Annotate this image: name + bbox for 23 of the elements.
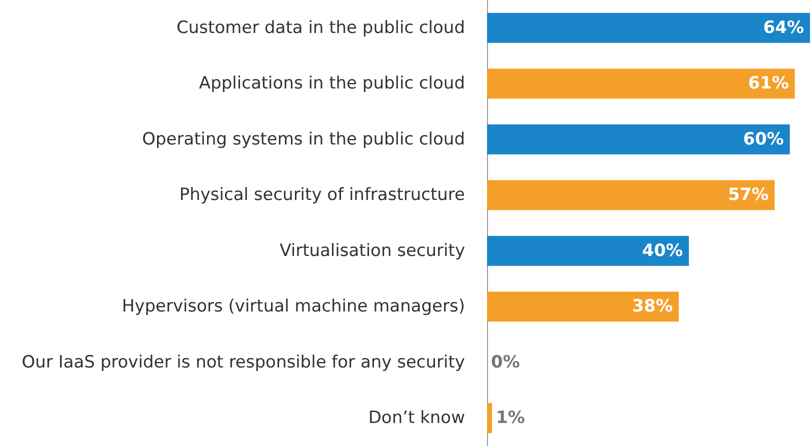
data-label: 1% bbox=[496, 408, 525, 428]
y-tick-label: Applications in the public cloud bbox=[198, 74, 465, 94]
y-tick-label: Operating systems in the public cloud bbox=[142, 129, 465, 150]
data-label: 60% bbox=[743, 129, 784, 150]
bar bbox=[487, 236, 689, 266]
data-label: 61% bbox=[748, 74, 789, 94]
y-tick-label: Don’t know bbox=[368, 408, 466, 428]
data-label: 40% bbox=[642, 240, 683, 261]
data-label: 57% bbox=[728, 185, 769, 206]
y-tick-label: Our IaaS provider is not responsible for any security bbox=[22, 352, 465, 372]
bar bbox=[487, 68, 795, 99]
data-label: 64% bbox=[763, 18, 804, 38]
y-tick-label: Customer data in the public cloud bbox=[176, 18, 465, 38]
y-tick-label: Virtualisation security bbox=[280, 240, 465, 261]
y-tick-label: Hypervisors (virtual machine managers) bbox=[122, 296, 465, 317]
data-label: 38% bbox=[632, 296, 673, 317]
data-label: 0% bbox=[491, 352, 520, 372]
bar bbox=[487, 124, 790, 154]
y-tick-label: Physical security of infrastructure bbox=[179, 185, 465, 206]
bar bbox=[487, 403, 492, 434]
bar bbox=[487, 180, 775, 210]
bar bbox=[487, 12, 810, 43]
bar bbox=[487, 292, 679, 322]
